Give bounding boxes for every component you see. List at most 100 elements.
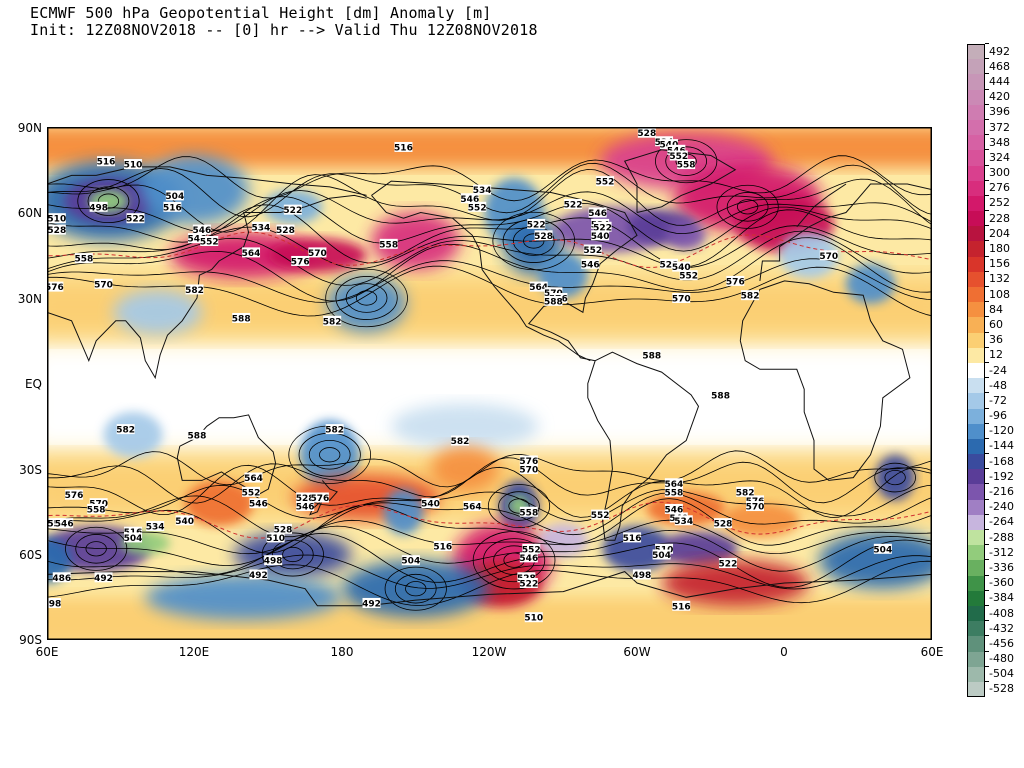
contour-label: 558 — [87, 505, 106, 515]
contour-line — [47, 484, 932, 522]
anomaly-shade — [538, 523, 588, 558]
contour-label-bg — [146, 521, 165, 531]
contour-label: 588 — [188, 431, 207, 441]
contour-label-bg — [97, 156, 115, 167]
contour-label: 528 — [274, 525, 293, 535]
colorbar-row: -312 — [967, 544, 1019, 561]
anomaly-shade — [145, 574, 342, 621]
chart-title: ECMWF 500 hPa Geopotential Height [dm] A… — [30, 4, 492, 22]
contour-label-bg — [519, 506, 538, 517]
lat-label-90n: 90N — [17, 121, 42, 135]
contour-label-bg — [519, 578, 538, 588]
colorbar-tick — [985, 650, 989, 652]
colorbar-swatch — [967, 393, 985, 409]
lat-label-60s: 60S — [19, 548, 42, 562]
colorbar-swatch — [967, 271, 985, 287]
contour-label: 546 — [519, 554, 538, 564]
contour-label: 522 — [283, 206, 302, 216]
contour-label-bg — [718, 558, 737, 569]
colorbar-swatch — [967, 484, 985, 500]
contour-label: 588 — [544, 297, 563, 307]
colorbar-label: 228 — [989, 211, 1010, 225]
colorbar-swatch — [967, 89, 985, 105]
colorbar-swatch — [967, 119, 985, 136]
colorbar-row: -48 — [967, 377, 1019, 394]
contour-label-bg — [642, 350, 661, 360]
colorbar-row: 180 — [967, 240, 1019, 257]
contour-label: 522 — [719, 560, 738, 570]
anomaly-shade — [720, 503, 800, 538]
contour-label-bg — [460, 193, 479, 204]
contour-label-bg — [623, 532, 642, 543]
contour-label: 582 — [323, 317, 342, 327]
contour-label-bg — [679, 270, 698, 281]
contour-label: 558 — [74, 255, 93, 265]
contour-label-bg — [519, 552, 538, 563]
contour-label-bg — [726, 275, 745, 286]
colorbar-label: 420 — [989, 90, 1010, 104]
contour-label-bg — [187, 429, 206, 440]
colorbar-swatch — [967, 347, 985, 363]
colorbar-row: 60 — [967, 316, 1019, 333]
anomaly-shade — [661, 560, 810, 606]
colorbar-swatch — [967, 226, 985, 242]
lon-label-0: 0 — [780, 645, 788, 659]
contour-ring — [884, 469, 906, 486]
colorbar-label: -264 — [989, 515, 1014, 529]
anomaly-shade — [391, 403, 539, 450]
contour-label: 522 — [527, 220, 546, 230]
colorbar-label: 84 — [989, 302, 1003, 316]
contour-label-bg — [296, 492, 315, 503]
colorbar-tick — [985, 73, 989, 75]
colorbar-row: -120 — [967, 422, 1019, 439]
contour-label: 492 — [94, 574, 113, 584]
colorbar-swatch — [967, 454, 985, 470]
colorbar-swatch — [967, 621, 985, 637]
contour-ring — [87, 186, 130, 216]
colorbar-label: -360 — [989, 576, 1014, 590]
contour-label-bg — [463, 501, 482, 512]
colorbar-tick — [985, 604, 989, 606]
contour-label: 570 — [308, 249, 327, 259]
contour-label-bg — [52, 572, 71, 583]
contour-ring — [655, 139, 718, 184]
contour-label: 510 — [124, 161, 143, 171]
contour-line — [47, 498, 932, 554]
colorbar-label: 156 — [989, 257, 1010, 271]
colorbar-label: -240 — [989, 500, 1014, 514]
contour-label: 546 — [188, 235, 207, 245]
contour-label: 504 — [165, 192, 184, 202]
contour-label-bg — [401, 555, 420, 566]
colorbar-row: 372 — [967, 118, 1019, 136]
anomaly-shade — [875, 454, 915, 501]
colorbar-label: -408 — [989, 606, 1014, 620]
colorbar-swatch — [967, 241, 985, 257]
colorbar-swatch — [967, 302, 985, 318]
contour-line — [47, 457, 932, 504]
colorbar-tick — [985, 437, 989, 439]
colorbar-label: -528 — [989, 682, 1014, 696]
colorbar-swatch — [967, 423, 985, 439]
contour-line — [47, 190, 932, 235]
contour-label: 516 — [163, 203, 182, 213]
contour-label: 528 — [296, 494, 315, 504]
colorbar-row: -336 — [967, 559, 1019, 576]
contour-label: 558 — [519, 508, 538, 518]
colorbar-tick — [985, 589, 989, 591]
contour-label-bg — [664, 478, 683, 489]
anomaly-shade — [818, 531, 932, 589]
colorbar-row: 36 — [967, 331, 1019, 348]
contour-label-bg — [242, 247, 261, 258]
colorbar-label: -336 — [989, 560, 1014, 574]
colorbar-tick — [985, 377, 989, 379]
contour-label-bg — [175, 515, 194, 526]
contour-label: 504 — [873, 545, 892, 555]
contour-label-bg — [632, 569, 651, 580]
contour-ring — [325, 268, 408, 328]
colorbar-tick — [985, 574, 989, 576]
contour-label-bg — [47, 213, 66, 224]
colorbar-row: -432 — [967, 620, 1019, 637]
colorbar-label: -72 — [989, 393, 1007, 407]
